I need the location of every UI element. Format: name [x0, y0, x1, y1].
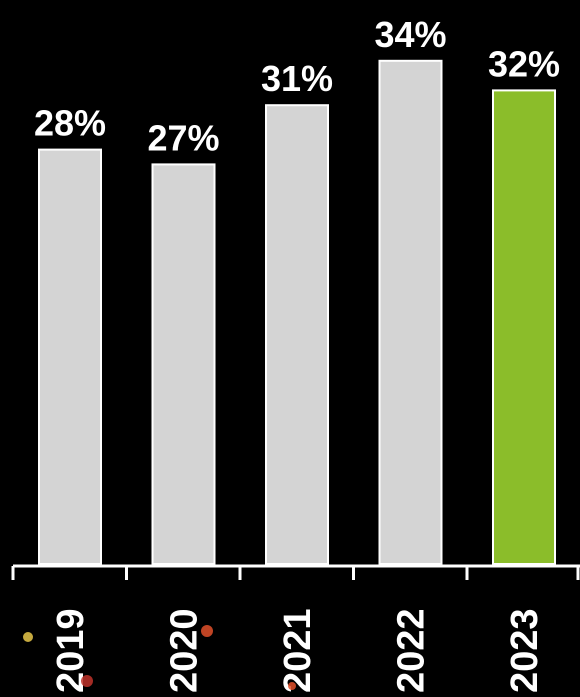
value-label-2021: 31%: [261, 58, 333, 99]
decorative-dot: [201, 625, 213, 637]
bars: [38, 59, 556, 566]
decorative-dot: [288, 682, 296, 690]
bar-2021: [265, 104, 329, 565]
value-label-2020: 27%: [147, 117, 219, 158]
bar-2022: [378, 59, 443, 566]
bar-2020: [151, 163, 216, 565]
category-label-2022: 2022: [391, 608, 433, 693]
background-decoration: [23, 625, 296, 690]
category-label-2020: 2020: [164, 608, 206, 693]
category-label-2023: 2023: [504, 608, 546, 693]
decorative-dot: [23, 632, 33, 642]
value-label-2019: 28%: [34, 103, 106, 144]
x-axis-tick-labels: 2019 2020 2021 2022 2023: [50, 608, 546, 693]
value-labels: 28% 27% 31% 34% 32%: [34, 14, 560, 159]
category-label-2021: 2021: [277, 608, 319, 693]
value-label-2023: 32%: [488, 43, 560, 84]
bar-2023: [492, 89, 556, 566]
decorative-dot: [81, 675, 93, 687]
bar-2019: [38, 148, 102, 565]
x-axis-ticks: [11, 566, 580, 580]
value-label-2022: 34%: [374, 14, 446, 55]
